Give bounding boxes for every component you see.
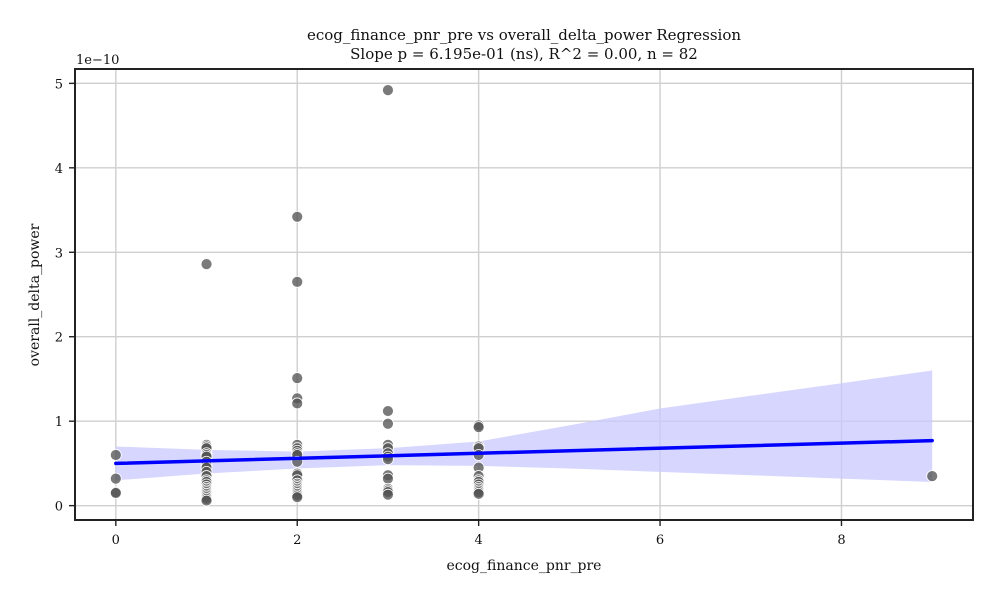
data-point xyxy=(109,487,122,499)
x-tick-label: 8 xyxy=(837,533,845,548)
y-tick-label: 5 xyxy=(55,77,63,92)
data-point xyxy=(109,472,122,485)
plot-frame xyxy=(74,68,974,521)
x-axis-ticks: 0 2 4 6 8 xyxy=(112,520,846,548)
chart-title: ecog_finance_pnr_pre vs overall_delta_po… xyxy=(307,26,741,44)
y-tick-label: 0 xyxy=(55,500,63,515)
y-tick-label: 2 xyxy=(55,331,63,346)
x-tick-label: 0 xyxy=(112,533,120,548)
y-tick-label: 1 xyxy=(55,415,63,430)
y-tick-label: 3 xyxy=(55,246,63,261)
confidence-band-layer xyxy=(115,370,933,482)
data-point xyxy=(382,417,394,430)
y-axis-ticks: 0 1 2 3 4 5 xyxy=(55,77,75,515)
confidence-band xyxy=(115,370,933,482)
data-point xyxy=(472,487,485,500)
data-point xyxy=(291,372,304,385)
data-point xyxy=(200,258,213,270)
data-point xyxy=(291,210,304,223)
data-point xyxy=(291,397,304,410)
x-tick-label: 4 xyxy=(475,533,483,548)
y-offset-label: 1e−10 xyxy=(76,53,119,68)
grid xyxy=(75,69,973,520)
data-point xyxy=(200,494,213,507)
data-point xyxy=(382,488,394,501)
x-axis-label: ecog_finance_pnr_pre xyxy=(447,558,602,574)
data-point xyxy=(291,491,304,504)
data-point xyxy=(382,472,394,485)
data-point xyxy=(382,84,394,97)
y-axis-label: overall_delta_power xyxy=(27,223,43,366)
data-point xyxy=(109,449,122,461)
regression-line-layer xyxy=(114,438,934,466)
data-point xyxy=(926,470,939,482)
x-tick-label: 6 xyxy=(656,533,664,548)
chart-subtitle: Slope p = 6.195e-01 (ns), R^2 = 0.00, n … xyxy=(350,45,698,63)
x-tick-label: 2 xyxy=(293,533,301,548)
y-tick-label: 4 xyxy=(55,162,63,177)
data-point xyxy=(291,275,304,288)
data-point xyxy=(382,405,394,417)
data-point xyxy=(472,421,485,433)
regression-line xyxy=(114,438,934,466)
